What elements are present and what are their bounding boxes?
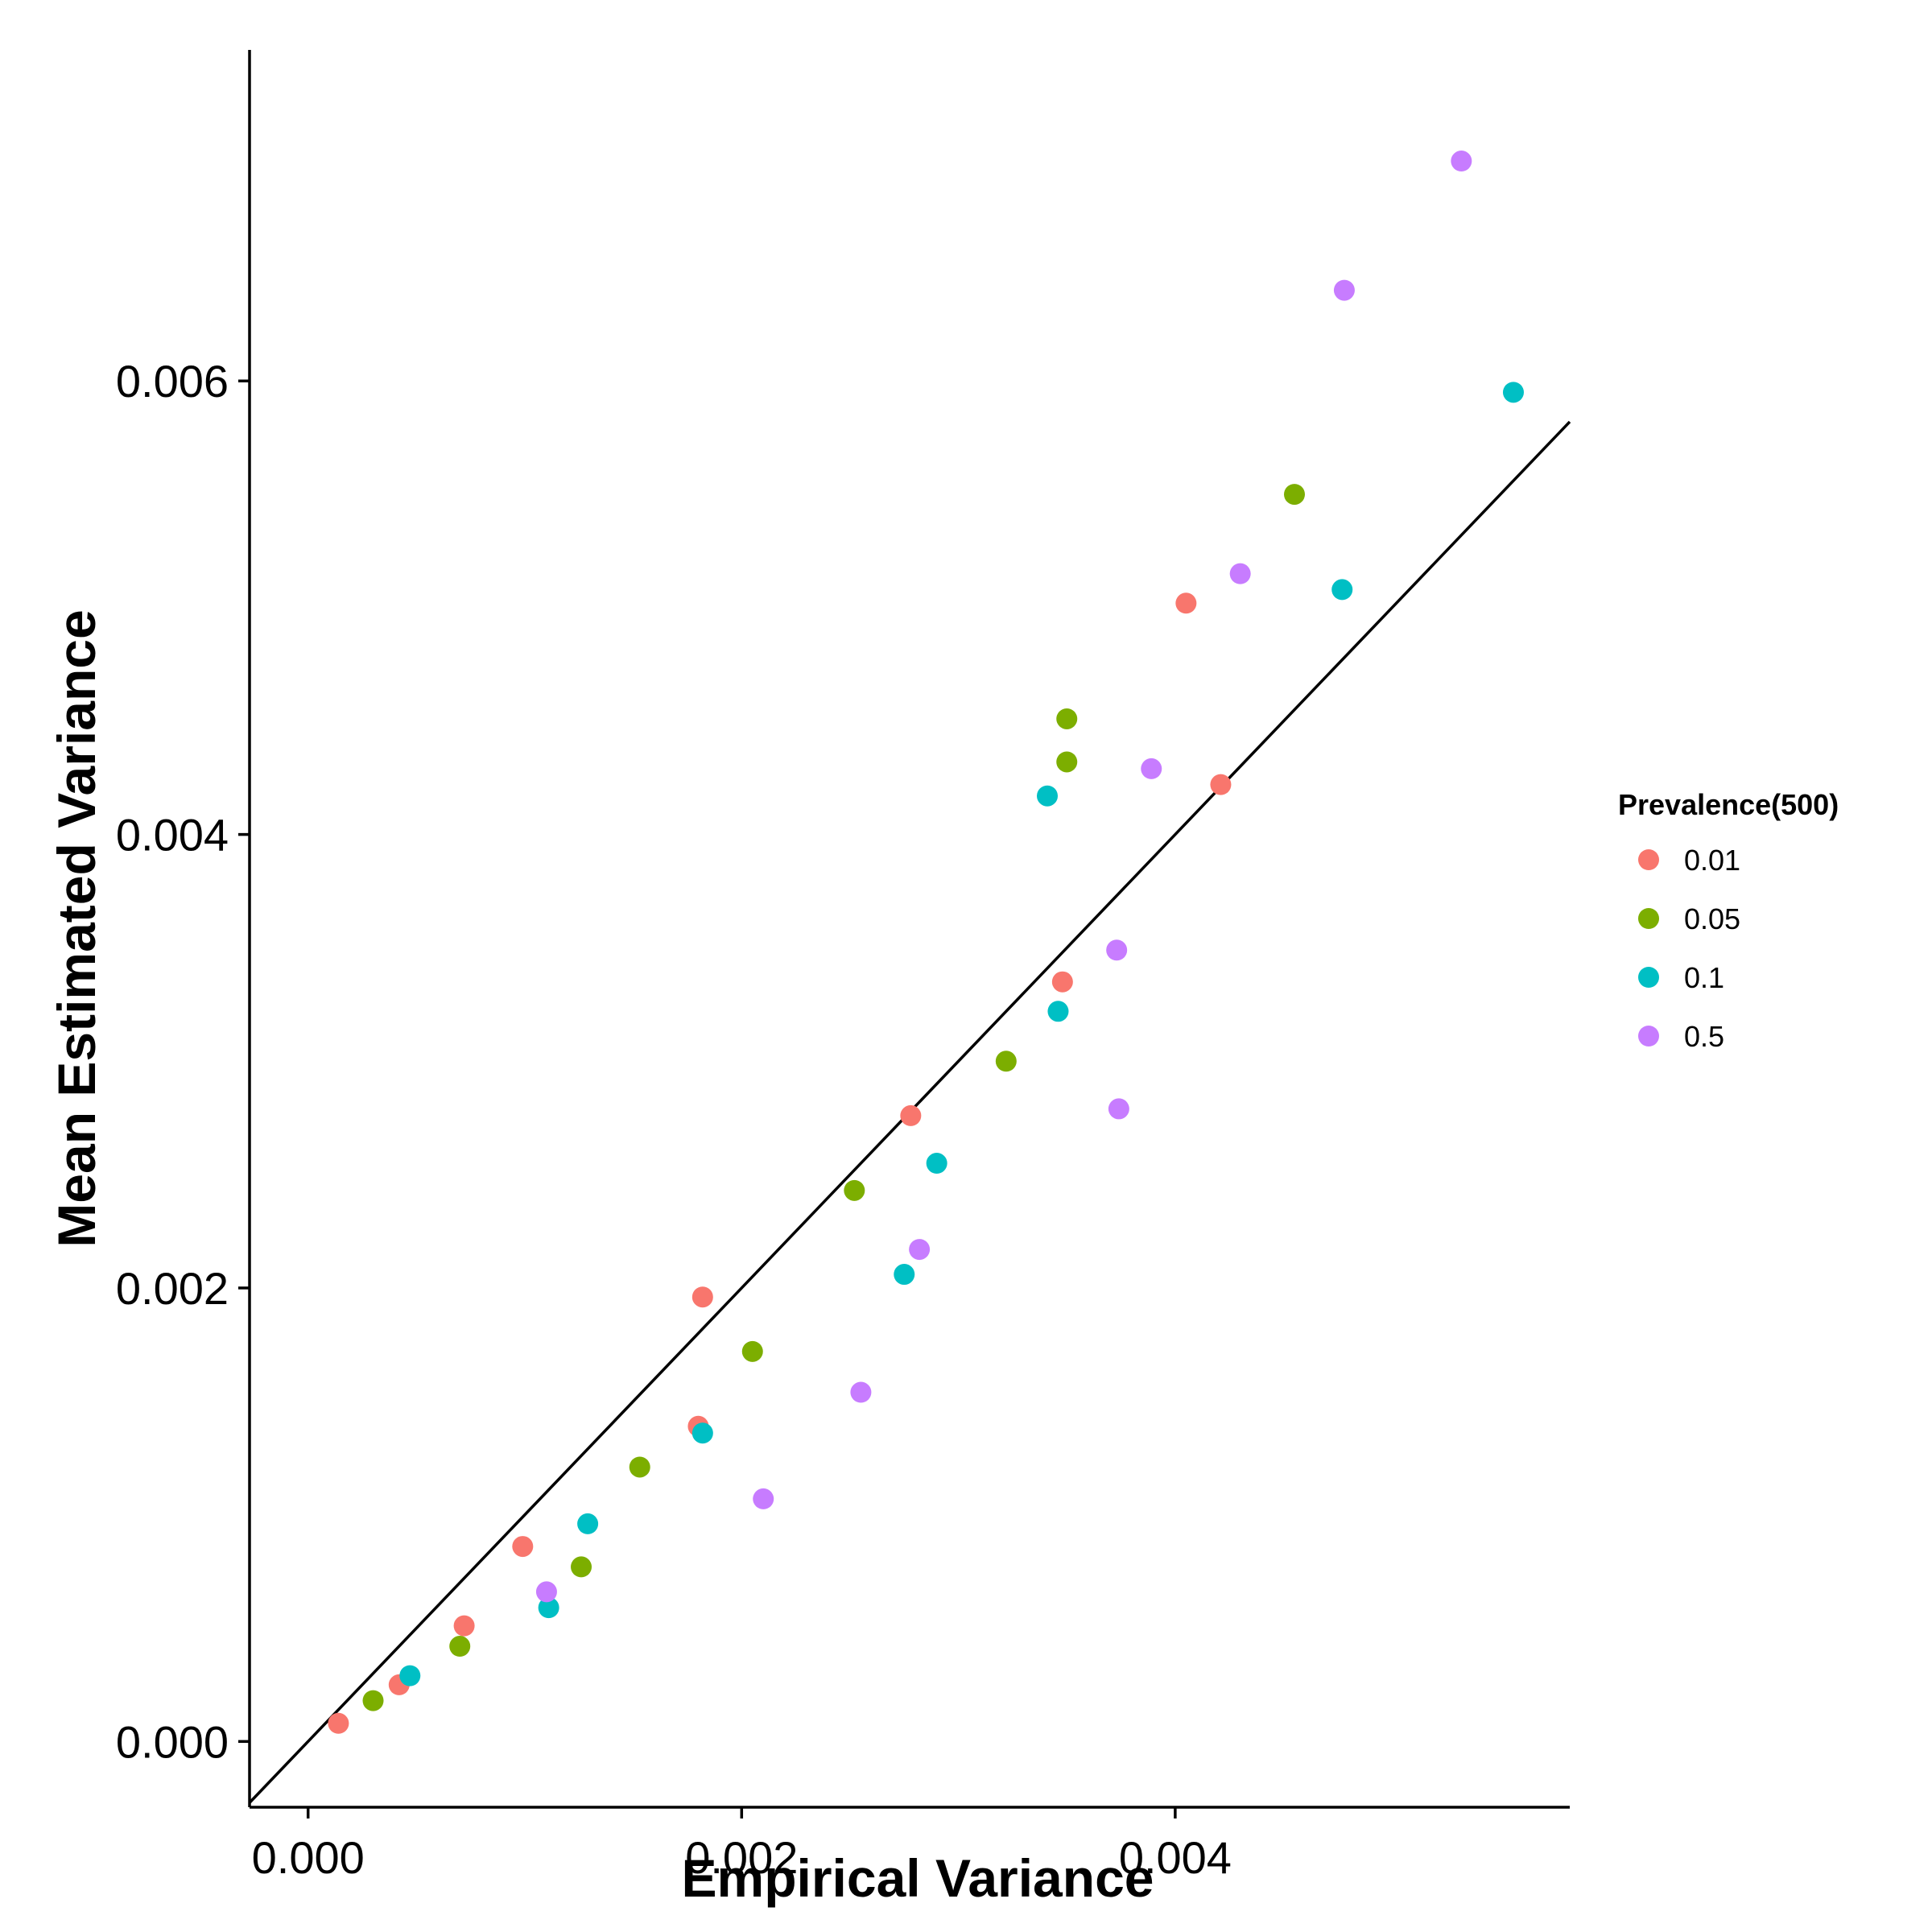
data-point [1106,939,1128,961]
data-point [850,1381,872,1403]
data-point [1056,708,1078,729]
data-point [512,1536,534,1558]
x-axis-ticks: 0.000 0.002 0.004 [252,1807,1232,1883]
legend-title: Prevalence(500) [1618,788,1839,821]
legend-swatch [1638,967,1659,988]
data-point [1141,758,1162,779]
y-tick-label: 0.000 [116,1716,229,1767]
data-point [328,1712,349,1734]
data-point [538,1597,559,1619]
y-tick-label: 0.002 [116,1263,229,1314]
x-tick-label: 0.000 [252,1832,365,1883]
y-axis-title: Mean Estimated Variance [47,609,106,1247]
data-points-layer [328,151,1524,1734]
data-point [894,1264,915,1286]
data-point [629,1456,650,1478]
legend-items: 0.01 0.05 0.1 0.5 [1638,844,1740,1053]
data-point [753,1488,774,1509]
data-point [1229,563,1251,584]
data-point [844,1179,865,1201]
data-point [1283,484,1305,506]
data-point [741,1340,763,1362]
axes-layer [248,50,1570,1809]
series-0-5 [535,151,1472,1603]
legend-swatch [1638,1026,1659,1046]
data-point [1051,971,1073,993]
legend-swatch [1638,849,1659,870]
legend-swatch [1638,908,1659,929]
data-point [1502,382,1524,403]
data-point [571,1556,592,1578]
x-tick-label: 0.004 [1119,1832,1232,1883]
legend: Prevalence(500) 0.01 0.05 0.1 0.5 [1618,788,1839,1053]
legend-label: 0.01 [1684,844,1740,877]
data-point [1210,774,1232,795]
data-point [995,1051,1017,1072]
data-point [1108,1098,1129,1120]
data-point [577,1513,599,1534]
legend-label: 0.1 [1684,961,1724,994]
x-axis-title: Empirical Variance [681,1848,1154,1908]
series-0-05 [362,484,1305,1711]
legend-label: 0.05 [1684,902,1740,935]
data-point [399,1665,421,1686]
data-point [1037,785,1059,807]
data-point [909,1239,931,1261]
series-0-01 [328,592,1232,1734]
data-point [1056,751,1078,773]
series-0-1 [399,382,1524,1686]
data-point [1047,1001,1069,1022]
data-point [900,1104,922,1126]
data-point [449,1636,471,1657]
data-point [535,1581,557,1603]
data-point [1451,151,1472,172]
data-point [453,1615,475,1637]
data-point [1175,592,1197,614]
y-axis-ticks: 0.000 0.002 0.004 0.006 [116,356,250,1767]
data-point [1333,279,1355,301]
y-tick-label: 0.006 [116,356,229,407]
data-point [362,1690,384,1711]
x-tick-label: 0.002 [685,1832,798,1883]
data-point [691,1286,713,1308]
data-point [926,1153,947,1174]
y-tick-label: 0.004 [116,810,229,861]
data-point [691,1422,713,1444]
data-point [1331,579,1353,601]
legend-label: 0.5 [1684,1020,1724,1053]
